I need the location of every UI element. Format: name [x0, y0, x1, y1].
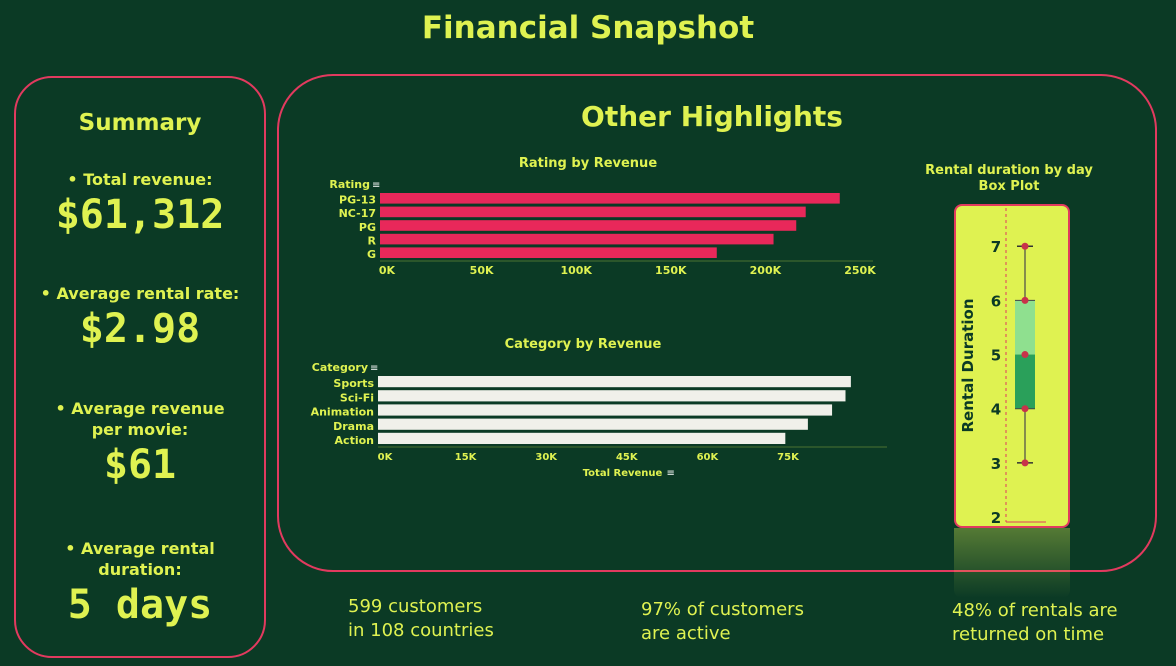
- avg-rental-duration-label-line2: duration:: [98, 560, 182, 579]
- avg-rental-duration-value: 5 days: [67, 582, 213, 628]
- x-tick-label: 30K: [535, 452, 558, 463]
- bar-r: [380, 233, 774, 245]
- on-time-returns-stat-line1: 48% of rentals are: [952, 600, 1118, 621]
- highlights-title: Other Highlights: [581, 100, 843, 133]
- avg-rental-duration-label: • Average rental duration:: [20, 538, 260, 580]
- bar-drama: [378, 418, 808, 430]
- avg-revenue-per-movie-label: • Average revenue per movie:: [20, 398, 260, 440]
- category-label: Sci-Fi: [340, 391, 374, 404]
- customers-stat-line1: 599 customers: [348, 596, 483, 617]
- x-tick-label: 250K: [844, 264, 876, 274]
- category-label: PG-13: [339, 194, 376, 207]
- x-tick-label: 15K: [455, 452, 478, 463]
- category-label: NC-17: [339, 207, 376, 220]
- x-tick-label: 0K: [379, 264, 396, 274]
- total-revenue-value: $61,312: [55, 192, 225, 238]
- active-customers-stat-line2: are active: [641, 623, 731, 644]
- rating-chart-title: Rating by Revenue: [518, 156, 658, 171]
- bar-action: [378, 432, 786, 444]
- y-tick-label: 2: [991, 509, 1001, 527]
- bar-pg-13: [380, 193, 840, 204]
- category-label: Animation: [311, 406, 374, 419]
- x-tick-label: 100K: [560, 264, 592, 274]
- category-label: G: [367, 248, 376, 261]
- x-tick-label: 75K: [777, 452, 800, 463]
- active-customers-stat: 97% of customers are active: [641, 598, 804, 646]
- category-label: PG: [359, 221, 376, 234]
- bar-sci-fi: [378, 390, 846, 402]
- stat-point: [1021, 242, 1029, 250]
- boxplot-reflection: [954, 528, 1070, 598]
- category-label: Drama: [333, 420, 374, 433]
- y-axis-label: Category: [312, 361, 368, 374]
- category-bar-chart: Category ≡SportsSci-FiAnimationDramaActio…: [311, 361, 887, 479]
- sort-icon: ≡: [667, 468, 675, 479]
- sort-icon: ≡: [370, 363, 378, 374]
- bar-nc-17: [380, 206, 806, 218]
- avg-revenue-per-movie-label-line1: • Average revenue: [55, 399, 225, 418]
- bar-pg: [380, 220, 797, 231]
- x-tick-label: 60K: [697, 452, 720, 463]
- y-tick-label: 6: [991, 292, 1001, 310]
- summary-title: Summary: [78, 110, 202, 136]
- boxplot-title-line2: Box Plot: [978, 179, 1040, 194]
- customers-stat-line2: in 108 countries: [348, 620, 494, 641]
- total-revenue-label: • Total revenue:: [67, 170, 213, 189]
- summary-panel: [14, 76, 266, 658]
- category-chart-title: Category by Revenue: [504, 337, 662, 352]
- category-label: R: [368, 234, 377, 247]
- x-axis-label: Total Revenue: [583, 468, 663, 479]
- boxplot-title-line1: Rental duration by day: [925, 163, 1093, 178]
- y-tick-label: 5: [991, 347, 1001, 365]
- upper-box: [1015, 300, 1035, 355]
- x-tick-label: 50K: [470, 264, 494, 274]
- avg-rental-duration-label-line1: • Average rental: [65, 539, 215, 558]
- x-tick-label: 150K: [655, 264, 687, 274]
- page-title: Financial Snapshot: [421, 10, 755, 46]
- x-tick-label: 0K: [378, 452, 394, 463]
- stat-point: [1021, 459, 1029, 467]
- y-axis-label: Rental Duration: [959, 298, 977, 432]
- highlights-panel: [277, 74, 1157, 572]
- active-customers-stat-line1: 97% of customers: [641, 599, 804, 620]
- sort-icon: ≡: [372, 180, 380, 191]
- avg-revenue-per-movie-label-line2: per movie:: [91, 420, 189, 439]
- stat-point: [1021, 405, 1029, 413]
- bar-animation: [378, 404, 833, 416]
- stat-point: [1021, 296, 1029, 304]
- on-time-returns-stat-line2: returned on time: [952, 624, 1105, 645]
- avg-rental-rate-value: $2.98: [79, 306, 201, 352]
- x-tick-label: 45K: [616, 452, 639, 463]
- bar-sports: [378, 376, 851, 388]
- category-label: Sports: [333, 377, 374, 390]
- y-tick-label: 7: [991, 238, 1001, 256]
- category-label: Action: [335, 434, 374, 447]
- y-tick-label: 3: [991, 455, 1001, 473]
- y-axis-label: Rating: [329, 178, 370, 191]
- rental-duration-box-plot[interactable]: Rental Duration 7 6 5 4 3 2: [954, 204, 1070, 528]
- x-tick-label: 200K: [750, 264, 782, 274]
- lower-box: [1015, 354, 1035, 409]
- boxplot-title: Rental duration by day Box Plot: [920, 163, 1098, 195]
- customers-stat: 599 customers in 108 countries: [348, 595, 494, 643]
- y-tick-label: 4: [991, 401, 1001, 419]
- boxplot-frame: [954, 204, 1070, 528]
- bar-g: [380, 247, 717, 258]
- avg-rental-rate-label: • Average rental rate:: [40, 284, 240, 303]
- stat-point: [1021, 351, 1029, 359]
- avg-revenue-per-movie-value: $61: [103, 442, 177, 488]
- on-time-returns-stat: 48% of rentals are returned on time: [952, 599, 1118, 647]
